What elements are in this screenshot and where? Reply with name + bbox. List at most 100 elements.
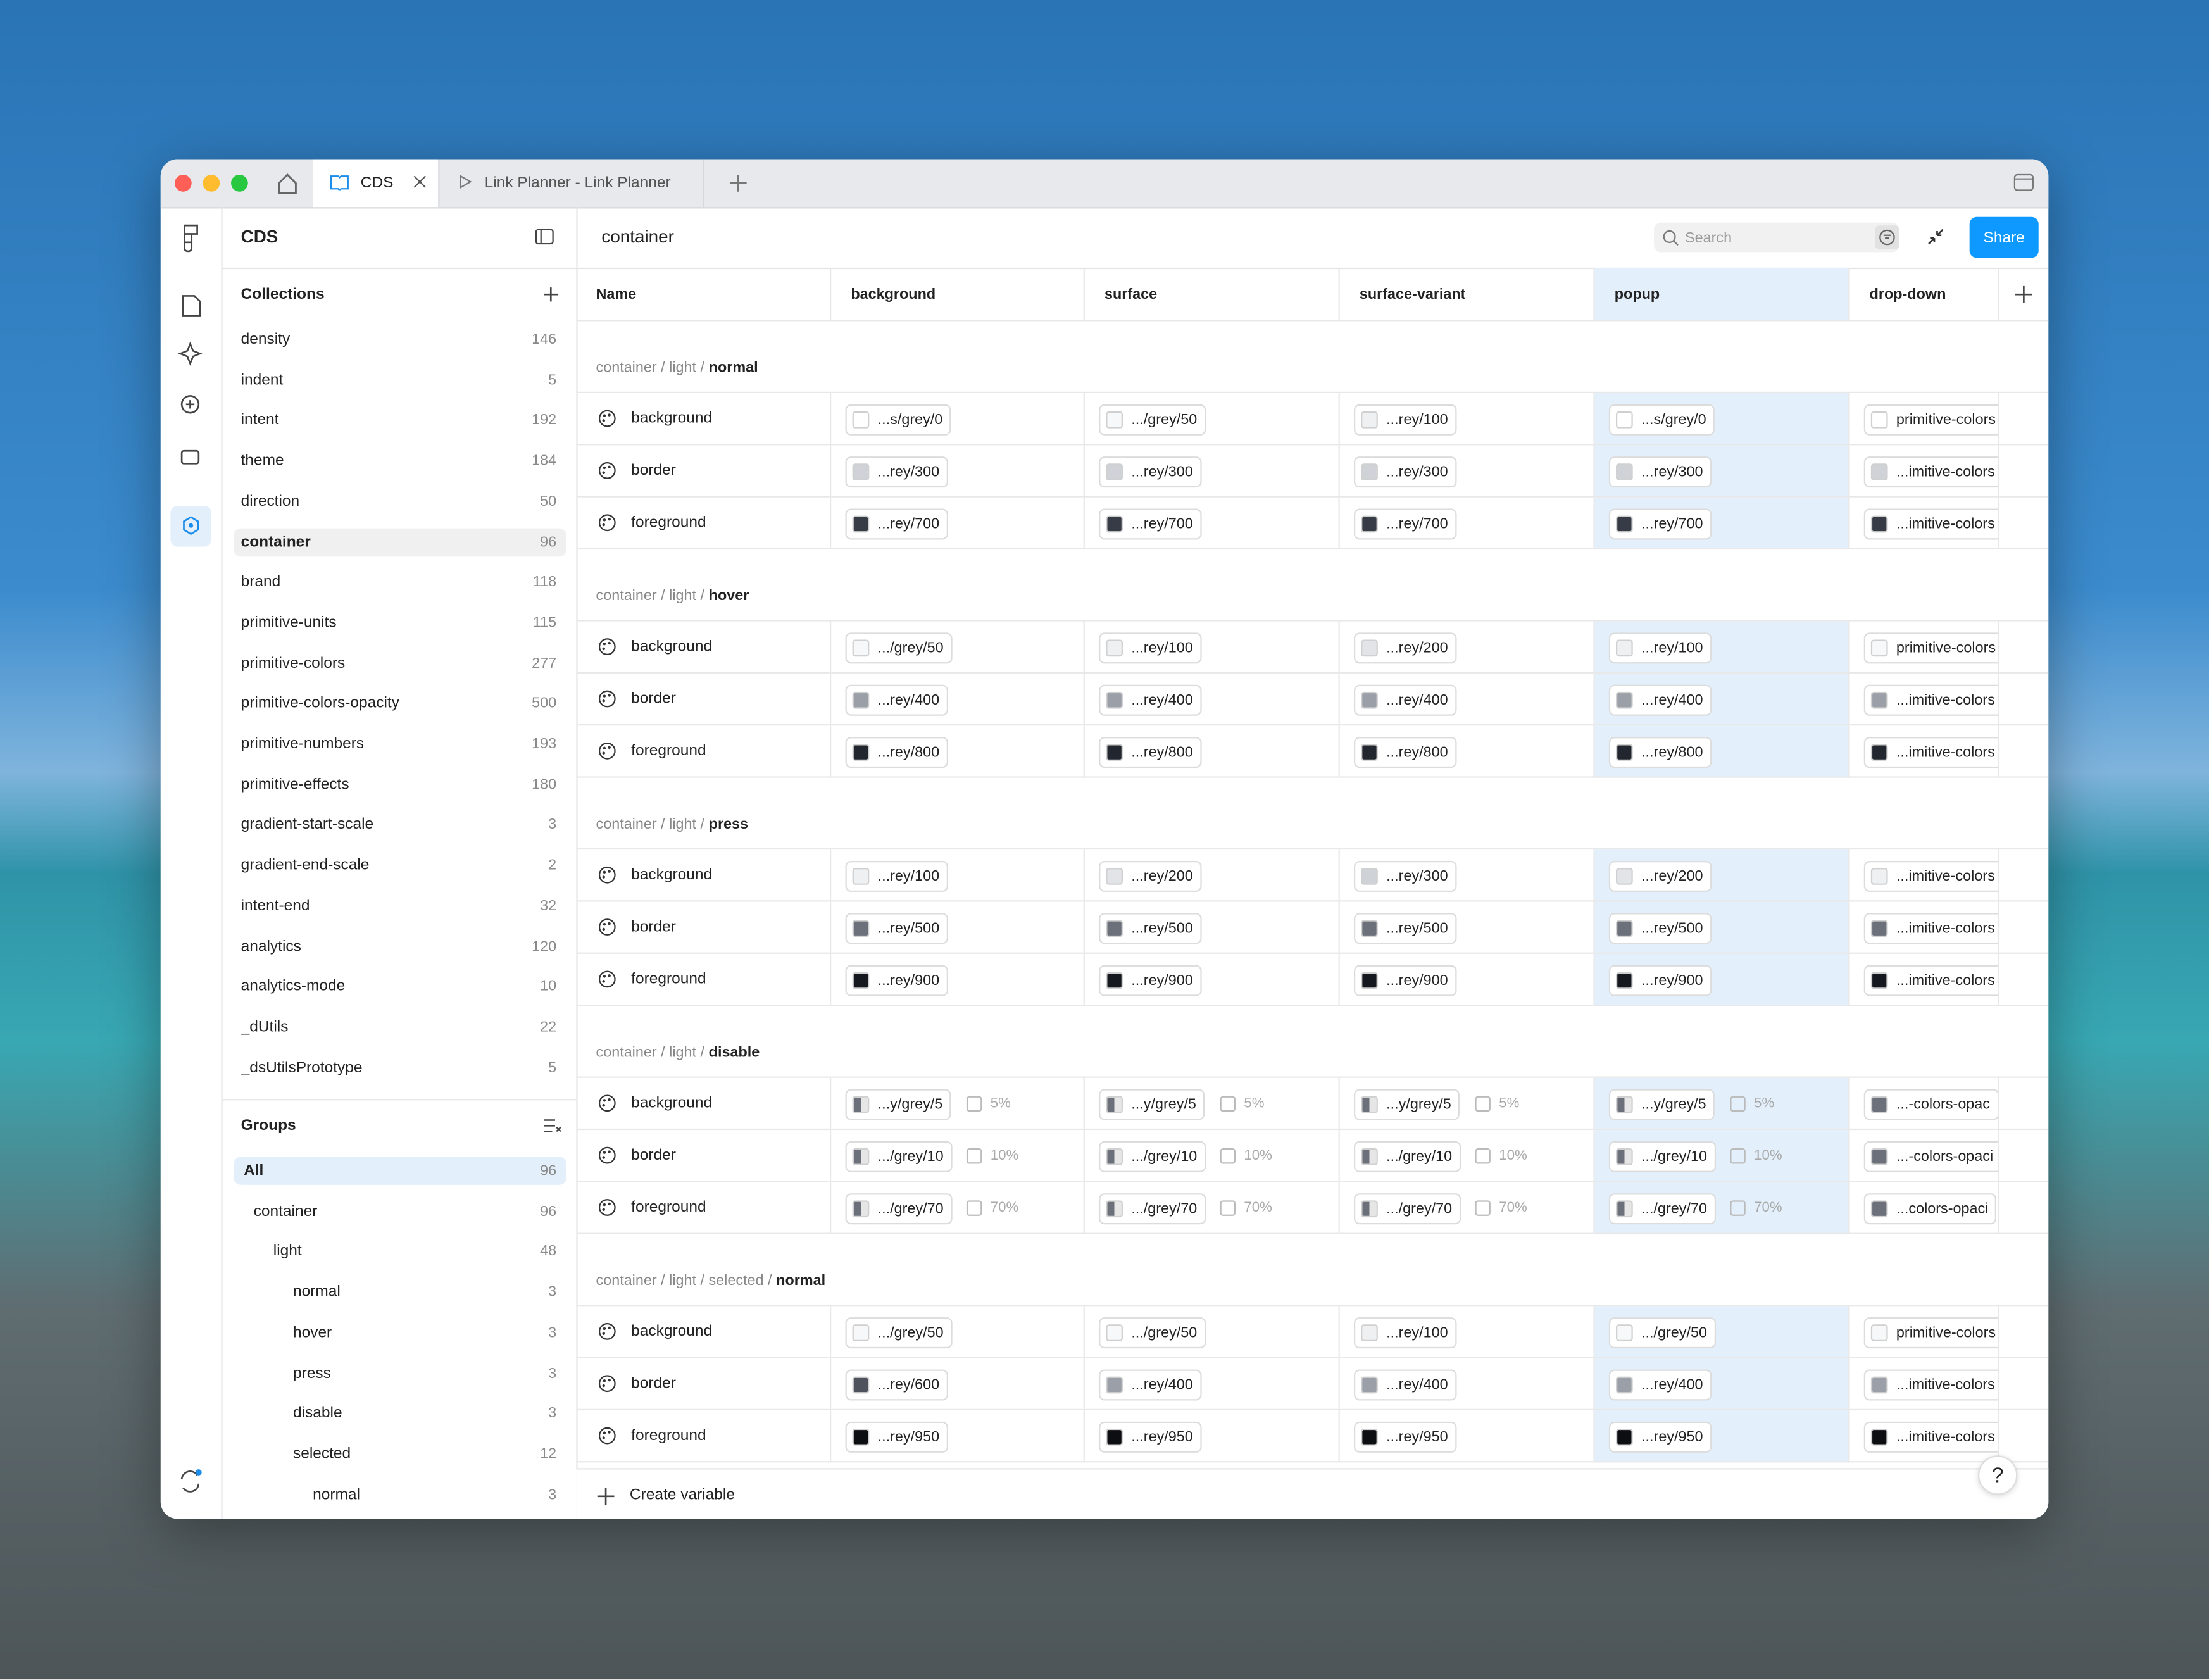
- value-cell[interactable]: ...imitive-colors: [1849, 497, 1999, 550]
- sidebar-item[interactable]: primitive-units 115: [234, 608, 566, 637]
- alias-chip[interactable]: ...rey/100: [1099, 632, 1202, 664]
- variable-row[interactable]: foreground .../grey/70 70% .../grey/70 70%..…: [576, 1182, 2049, 1234]
- new-tab-button[interactable]: [722, 160, 755, 208]
- groups-options[interactable]: [541, 1116, 564, 1136]
- alias-chip[interactable]: ...y/grey/5: [1608, 1089, 1715, 1120]
- value-cell[interactable]: ...rey/100: [1339, 392, 1595, 446]
- alias-chip[interactable]: primitive-colors: [1863, 404, 1998, 436]
- sidebar-item[interactable]: _dUtils 22: [234, 1013, 566, 1041]
- window-menu-button[interactable]: [1999, 160, 2048, 208]
- value-cell[interactable]: ...rey/400: [831, 673, 1085, 726]
- value-cell[interactable]: ...y/grey/5 5%: [831, 1077, 1085, 1131]
- column-header[interactable]: popup: [1594, 267, 1850, 322]
- variable-row[interactable]: border ...rey/500 ...rey/500 ...rey/500 ...r…: [576, 901, 2049, 954]
- alias-chip[interactable]: ...rey/900: [1608, 965, 1712, 996]
- sidebar-item[interactable]: container 96: [234, 527, 566, 556]
- alias-chip[interactable]: ...rey/400: [845, 684, 948, 716]
- create-variable-button[interactable]: Create variable: [629, 1486, 735, 1503]
- alias-chip[interactable]: ...rey/700: [1608, 508, 1712, 540]
- add-column[interactable]: [1999, 268, 2049, 322]
- close-tab[interactable]: [413, 174, 427, 192]
- opacity-checkbox[interactable]: [1475, 1200, 1491, 1216]
- value-cell[interactable]: ...rey/100: [1594, 621, 1850, 674]
- value-cell[interactable]: primitive-colors: [1849, 392, 1999, 446]
- maximize-window[interactable]: [231, 174, 248, 192]
- sidebar-item[interactable]: analytics 120: [234, 932, 566, 960]
- value-cell[interactable]: .../grey/70 70%: [831, 1182, 1085, 1234]
- variable-row[interactable]: foreground ...rey/950 ...rey/950 ...rey/950…: [576, 1410, 2049, 1463]
- sidebar-item[interactable]: intent 192: [234, 406, 566, 435]
- browser-tab[interactable]: Link Planner - Link Planner: [439, 159, 704, 208]
- value-cell[interactable]: ...y/grey/5 5%: [1339, 1077, 1595, 1131]
- value-cell[interactable]: .../grey/10 10%: [1594, 1130, 1850, 1182]
- opacity-checkbox[interactable]: [1220, 1096, 1236, 1112]
- alias-chip[interactable]: ...rey/400: [1608, 1369, 1712, 1401]
- value-cell[interactable]: ...imitive-colors: [1849, 1410, 1999, 1463]
- file-icon[interactable]: [182, 295, 201, 317]
- value-cell[interactable]: ...colors-opaci: [1849, 1182, 1999, 1234]
- value-cell[interactable]: ...rey/300: [831, 445, 1085, 498]
- value-cell[interactable]: primitive-colors: [1849, 1306, 1999, 1358]
- value-cell[interactable]: ...rey/900: [1084, 953, 1340, 1006]
- opacity-checkbox[interactable]: [1475, 1148, 1491, 1164]
- value-cell[interactable]: ...rey/200: [1594, 849, 1850, 902]
- sidebar-item[interactable]: primitive-colors 277: [234, 649, 566, 677]
- value-cell[interactable]: ...rey/400: [1594, 1358, 1850, 1411]
- alias-chip[interactable]: .../grey/10: [1353, 1141, 1461, 1172]
- alias-chip[interactable]: ...rey/700: [1353, 508, 1456, 540]
- value-cell[interactable]: .../grey/10 10%: [1339, 1130, 1595, 1182]
- column-header[interactable]: Name: [576, 267, 832, 322]
- value-cell[interactable]: ...rey/900: [831, 953, 1085, 1006]
- value-cell[interactable]: ...rey/800: [1084, 725, 1340, 778]
- opacity-checkbox[interactable]: [1475, 1096, 1491, 1112]
- alias-chip[interactable]: ...-colors-opac: [1863, 1089, 1998, 1120]
- alias-chip[interactable]: ...rey/300: [1099, 456, 1202, 488]
- alias-chip[interactable]: ...rey/500: [1608, 913, 1712, 944]
- sidebar-item[interactable]: press 3: [234, 1359, 566, 1388]
- alias-chip[interactable]: ...rey/500: [1353, 913, 1456, 944]
- alias-chip[interactable]: ...rey/950: [845, 1421, 948, 1453]
- value-cell[interactable]: ...rey/800: [1339, 725, 1595, 778]
- alias-chip[interactable]: ...imitive-colors: [1863, 1421, 1998, 1453]
- alias-chip[interactable]: ...s/grey/0: [1608, 404, 1715, 436]
- value-cell[interactable]: ...s/grey/0: [1594, 392, 1850, 446]
- alias-chip[interactable]: .../grey/70: [845, 1193, 952, 1225]
- variable-row[interactable]: foreground ...rey/900 ...rey/900 ...rey/900…: [576, 953, 2049, 1006]
- value-cell[interactable]: .../grey/70 70%: [1594, 1182, 1850, 1234]
- alias-chip[interactable]: .../grey/70: [1099, 1193, 1206, 1225]
- value-cell[interactable]: ...imitive-colors: [1849, 673, 1999, 726]
- variable-row[interactable]: background .../grey/50 .../grey/50 ...rey/1…: [576, 1306, 2049, 1358]
- alias-chip[interactable]: ...rey/900: [1353, 965, 1456, 996]
- value-cell[interactable]: ...imitive-colors: [1849, 1358, 1999, 1411]
- alias-chip[interactable]: ...rey/400: [1353, 1369, 1456, 1401]
- value-cell[interactable]: ...imitive-colors: [1849, 953, 1999, 1006]
- sidebar-item[interactable]: primitive-effects 180: [234, 770, 566, 799]
- alias-chip[interactable]: ...rey/700: [845, 508, 948, 540]
- alias-chip[interactable]: ...-colors-opaci: [1863, 1141, 1998, 1172]
- opacity-checkbox[interactable]: [966, 1200, 982, 1216]
- value-cell[interactable]: ...imitive-colors: [1849, 725, 1999, 778]
- value-cell[interactable]: ...rey/300: [1339, 445, 1595, 498]
- value-cell[interactable]: ...rey/500: [831, 901, 1085, 954]
- alias-chip[interactable]: ...rey/500: [1099, 913, 1202, 944]
- sidebar-item[interactable]: gradient-start-scale 3: [234, 811, 566, 839]
- value-cell[interactable]: .../grey/50: [1084, 1306, 1340, 1358]
- alias-chip[interactable]: .../grey/50: [1099, 404, 1206, 436]
- sidebar-item[interactable]: density 146: [234, 325, 566, 354]
- value-cell[interactable]: ...rey/950: [1339, 1410, 1595, 1463]
- alias-chip[interactable]: ...s/grey/0: [845, 404, 951, 436]
- value-cell[interactable]: ...rey/100: [831, 849, 1085, 902]
- alias-chip[interactable]: ...rey/300: [1353, 456, 1456, 488]
- value-cell[interactable]: .../grey/50: [831, 621, 1085, 674]
- value-cell[interactable]: ...rey/400: [1084, 673, 1340, 726]
- alias-chip[interactable]: .../grey/50: [845, 632, 952, 664]
- sync-icon[interactable]: [180, 1470, 200, 1493]
- alias-chip[interactable]: ...rey/100: [845, 860, 948, 892]
- variable-row[interactable]: border .../grey/10 10% .../grey/10 10% .../gr…: [576, 1130, 2049, 1182]
- sidebar-item[interactable]: analytics-mode 10: [234, 972, 566, 1001]
- value-cell[interactable]: .../grey/10 10%: [831, 1130, 1085, 1182]
- value-cell[interactable]: .../grey/50: [1084, 392, 1340, 446]
- sidebar-item[interactable]: intent-end 32: [234, 891, 566, 920]
- opacity-checkbox[interactable]: [1220, 1148, 1236, 1164]
- home-button[interactable]: [262, 160, 313, 208]
